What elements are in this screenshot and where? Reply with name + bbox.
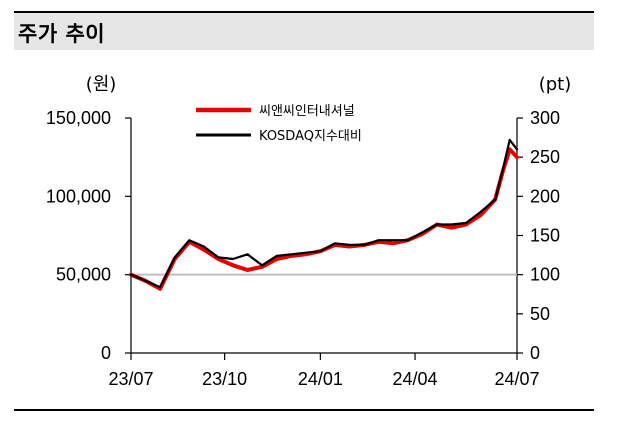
data-point bbox=[275, 258, 278, 260]
data-point bbox=[406, 239, 409, 241]
data-point bbox=[334, 242, 336, 245]
chart-title: 주가 추이 bbox=[18, 22, 106, 46]
data-point bbox=[450, 226, 453, 229]
series-line bbox=[129, 138, 519, 289]
right-tick-label: 50 bbox=[530, 304, 550, 324]
right-tick-label: 150 bbox=[530, 226, 560, 246]
x-tick-label: 23/10 bbox=[202, 369, 247, 389]
series-line bbox=[129, 147, 519, 291]
data-point bbox=[261, 266, 263, 268]
data-point bbox=[465, 222, 467, 224]
data-point bbox=[304, 253, 307, 256]
data-point bbox=[217, 258, 220, 260]
data-point bbox=[203, 245, 205, 248]
data-point bbox=[501, 170, 504, 173]
data-point bbox=[516, 148, 518, 151]
left-unit-label: (원) bbox=[86, 74, 117, 95]
left-tick-label: 100,000 bbox=[46, 186, 111, 206]
data-point bbox=[392, 239, 394, 241]
data-point bbox=[494, 198, 496, 201]
legend-label: KOSDAQ지수대비 bbox=[259, 129, 362, 144]
data-point bbox=[203, 248, 205, 251]
data-point bbox=[159, 286, 161, 289]
data-point bbox=[508, 139, 511, 141]
x-tick-label: 24/07 bbox=[494, 369, 539, 389]
title-bar: 주가 추이 bbox=[14, 13, 594, 50]
x-tick-label: 23/07 bbox=[108, 369, 153, 389]
data-point bbox=[348, 244, 351, 246]
data-point bbox=[304, 251, 307, 254]
data-point bbox=[363, 244, 365, 246]
data-point bbox=[421, 231, 424, 234]
right-tick-label: 100 bbox=[530, 265, 560, 285]
axes: 0 50,000 100,000 150,000 0 50 100 150 200 250 300 2… bbox=[46, 74, 571, 389]
data-point bbox=[246, 253, 249, 256]
right-unit-label: (pt) bbox=[539, 74, 572, 95]
data-point bbox=[479, 214, 482, 216]
data-point bbox=[275, 255, 278, 257]
data-point bbox=[508, 148, 511, 151]
data-point bbox=[479, 211, 482, 213]
series-cnc-international bbox=[129, 147, 519, 291]
series-kosdaq-relative bbox=[129, 138, 519, 289]
right-tick-label: 0 bbox=[530, 343, 540, 363]
data-point bbox=[319, 250, 322, 252]
right-tick-label: 250 bbox=[530, 147, 560, 167]
left-tick-label: 0 bbox=[101, 343, 111, 363]
data-point bbox=[232, 258, 234, 260]
left-tick-label: 50,000 bbox=[56, 265, 111, 285]
data-point bbox=[173, 256, 176, 259]
data-point bbox=[348, 245, 351, 248]
data-point bbox=[290, 255, 293, 257]
top-rule bbox=[14, 11, 594, 13]
x-tick-label: 24/04 bbox=[393, 369, 438, 389]
data-point bbox=[188, 239, 191, 241]
data-point bbox=[261, 264, 263, 267]
data-point bbox=[450, 223, 453, 226]
data-point bbox=[516, 156, 518, 158]
legend: 씨앤씨인터내셔널 KOSDAQ지수대비 bbox=[196, 104, 362, 144]
data-point bbox=[377, 239, 380, 241]
data-point bbox=[159, 287, 161, 290]
data-point bbox=[144, 280, 147, 282]
right-tick-label: 200 bbox=[530, 186, 560, 206]
left-tick-label: 150,000 bbox=[46, 108, 111, 128]
bottom-rule bbox=[14, 409, 594, 411]
data-point bbox=[246, 269, 249, 271]
data-point bbox=[232, 264, 234, 267]
data-point bbox=[392, 242, 394, 245]
x-tick-label: 24/01 bbox=[298, 369, 343, 389]
data-point bbox=[130, 273, 132, 276]
legend-label: 씨앤씨인터내셔널 bbox=[259, 104, 355, 119]
data-point bbox=[436, 223, 438, 226]
data-point bbox=[217, 256, 220, 259]
right-tick-label: 300 bbox=[530, 108, 560, 128]
data-point bbox=[290, 253, 293, 256]
